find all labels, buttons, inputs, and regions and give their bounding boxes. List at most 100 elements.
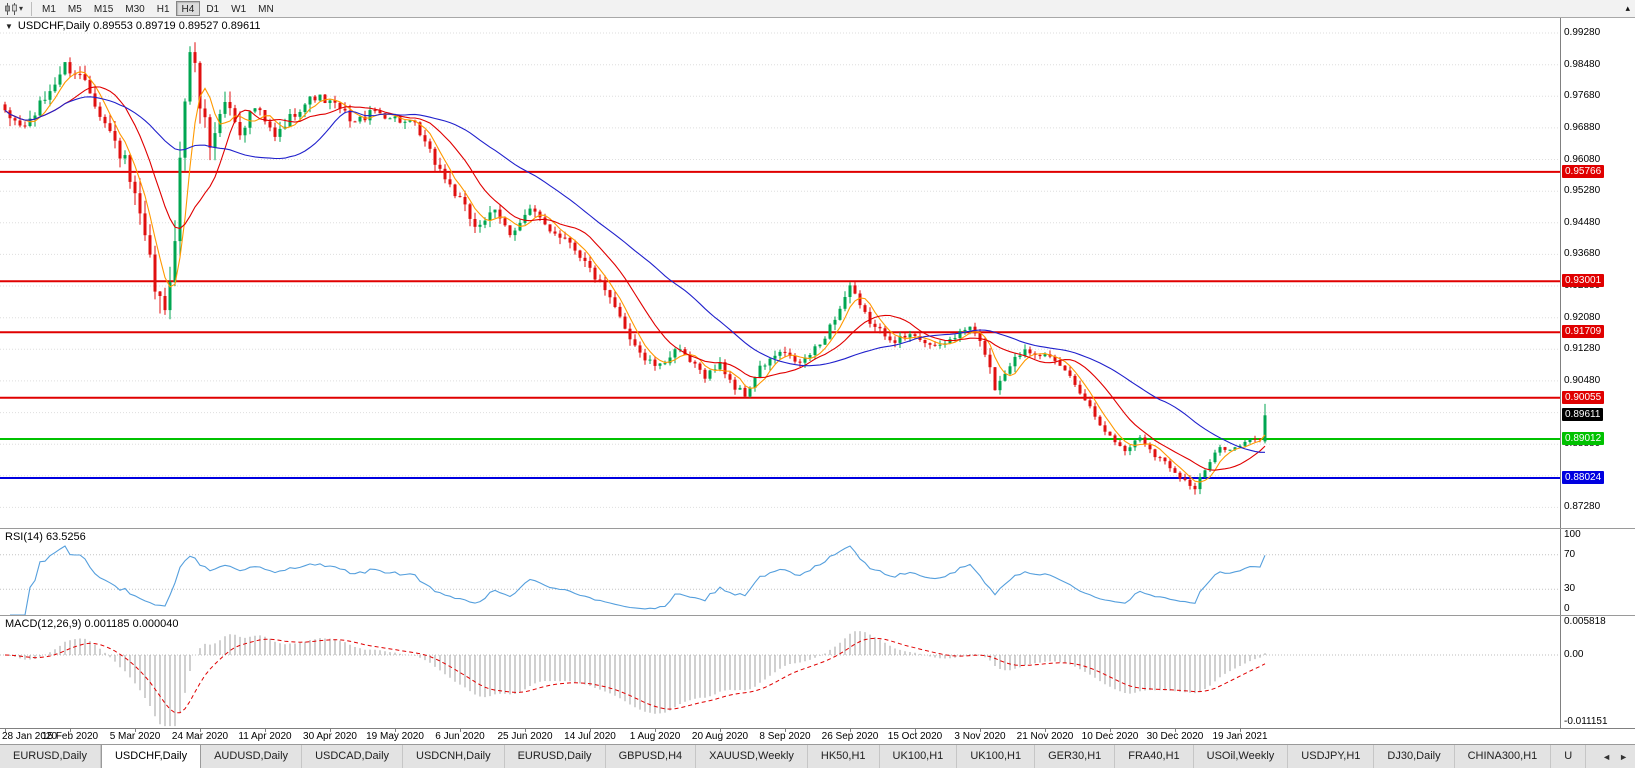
price-axis-label: 0.97680 bbox=[1564, 90, 1601, 102]
date-tick bbox=[460, 729, 461, 732]
date-axis-label: 19 Jan 2021 bbox=[1212, 731, 1268, 742]
date-tick bbox=[1240, 729, 1241, 732]
date-axis-label: 3 Nov 2020 bbox=[954, 731, 1006, 742]
timeframe-d1-button[interactable]: D1 bbox=[206, 3, 220, 15]
price-axis-label: 0.99280 bbox=[1564, 27, 1601, 39]
price-chart-canvas[interactable] bbox=[0, 18, 1560, 528]
rsi-canvas[interactable] bbox=[0, 529, 1560, 615]
macd-axis-label: -0.011151 bbox=[1564, 716, 1608, 727]
date-axis-label: 26 Sep 2020 bbox=[821, 731, 879, 742]
hline-price-badge[interactable]: 0.90055 bbox=[1562, 390, 1605, 404]
hline-price-badge[interactable]: 0.89012 bbox=[1562, 431, 1605, 445]
chart-tab-gbpusd-h4[interactable]: GBPUSD,H4 bbox=[606, 745, 697, 768]
timeframe-h1-button[interactable]: H1 bbox=[156, 3, 170, 15]
macd-axis: 0.005818 0.00 -0.011151 bbox=[1560, 616, 1635, 728]
timeframe-m5-button[interactable]: M5 bbox=[67, 3, 82, 15]
macd-label: MACD(12,26,9) 0.001185 0.000040 bbox=[5, 618, 179, 630]
chart-tab-usdjpy-h1[interactable]: USDJPY,H1 bbox=[1288, 745, 1375, 768]
rsi-label: RSI(14) 63.5256 bbox=[5, 531, 86, 543]
chart-tab-fra40-h1[interactable]: FRA40,H1 bbox=[1115, 745, 1194, 768]
date-tick bbox=[265, 729, 266, 732]
macd-axis-label: 0.005818 bbox=[1564, 616, 1606, 627]
pane-divider[interactable] bbox=[0, 528, 1635, 529]
chart-tab-uk100-h1[interactable]: UK100,H1 bbox=[880, 745, 958, 768]
tab-scroll-left-icon[interactable]: ◄ bbox=[1602, 751, 1612, 762]
date-tick bbox=[200, 729, 201, 732]
timeframe-m15-button[interactable]: M15 bbox=[93, 3, 114, 15]
timeframe-m30-button[interactable]: M30 bbox=[125, 3, 145, 15]
chart-tab-ger30-h1[interactable]: GER30,H1 bbox=[1035, 745, 1116, 768]
pane-divider[interactable] bbox=[0, 615, 1635, 616]
chart-tab-china300-h1[interactable]: CHINA300,H1 bbox=[1455, 745, 1552, 768]
date-axis-label: 30 Dec 2020 bbox=[1146, 731, 1204, 742]
price-axis-label: 0.91280 bbox=[1564, 343, 1601, 355]
date-axis-label: 28 Jan 2020 bbox=[2, 731, 58, 742]
price-axis-label: 0.96080 bbox=[1564, 153, 1601, 165]
date-axis-label: 20 Aug 2020 bbox=[691, 731, 749, 742]
chart-tab-xauusd-weekly[interactable]: XAUUSD,Weekly bbox=[696, 745, 808, 768]
price-axis-label: 0.96880 bbox=[1564, 121, 1601, 133]
price-axis-label: 0.92080 bbox=[1564, 311, 1601, 323]
date-tick bbox=[395, 729, 396, 732]
date-axis-label: 11 Apr 2020 bbox=[238, 731, 292, 742]
date-tick bbox=[850, 729, 851, 732]
timeframe-mn-button[interactable]: MN bbox=[258, 3, 274, 15]
price-axis-label: 0.93680 bbox=[1564, 248, 1601, 260]
date-tick bbox=[135, 729, 136, 732]
hline-price-badge[interactable]: 0.93001 bbox=[1562, 274, 1605, 288]
date-tick bbox=[915, 729, 916, 732]
timeframe-h4-button[interactable]: H4 bbox=[175, 0, 201, 16]
toolbar-separator bbox=[31, 1, 33, 16]
chart-type-menu[interactable]: ▾ bbox=[0, 1, 27, 17]
chart-tab-eurusd-daily[interactable]: EURUSD,Daily bbox=[505, 745, 606, 768]
rsi-axis-label: 0 bbox=[1564, 603, 1570, 614]
chart-tab-hk50-h1[interactable]: HK50,H1 bbox=[808, 745, 880, 768]
timeframe-toolbar: ▾ M1 M5 M15 M30 H1 H4 D1 W1 MN ▴ bbox=[0, 0, 1635, 18]
chart-tab-dj30-daily[interactable]: DJ30,Daily bbox=[1374, 745, 1455, 768]
toolbar-scroll-up-icon[interactable]: ▴ bbox=[1625, 3, 1630, 13]
chart-tab-usdcad-daily[interactable]: USDCAD,Daily bbox=[302, 745, 404, 768]
date-axis-label: 24 Mar 2020 bbox=[171, 731, 229, 742]
macd-pane[interactable]: 0.005818 0.00 -0.011151 MACD(12,26,9) 0.00… bbox=[0, 616, 1635, 728]
date-axis[interactable]: 28 Jan 2020 15 Feb 2020 5 Mar 2020 24 Mar 2… bbox=[0, 728, 1635, 744]
chart-tab-audusd-daily[interactable]: AUDUSD,Daily bbox=[201, 745, 303, 768]
date-axis-label: 1 Aug 2020 bbox=[629, 731, 681, 742]
date-tick bbox=[525, 729, 526, 732]
date-axis-label: 30 Apr 2020 bbox=[303, 731, 357, 742]
timeframe-buttons: M1 M5 M15 M30 H1 H4 D1 W1 MN bbox=[36, 0, 280, 17]
chart-title: ▼ USDCHF,Daily 0.89553 0.89719 0.89527 0… bbox=[5, 20, 261, 32]
date-tick bbox=[980, 729, 981, 732]
hline-price-badge[interactable]: 0.88024 bbox=[1562, 471, 1605, 485]
price-axis-label: 0.87280 bbox=[1564, 501, 1601, 513]
chart-tab-usdcnh-daily[interactable]: USDCNH,Daily bbox=[403, 745, 505, 768]
chart-tab-eurusd-daily[interactable]: EURUSD,Daily bbox=[0, 745, 101, 768]
macd-canvas[interactable] bbox=[0, 616, 1560, 728]
date-axis-label: 21 Nov 2020 bbox=[1016, 731, 1074, 742]
date-tick bbox=[655, 729, 656, 732]
chart-tab-u[interactable]: U bbox=[1551, 745, 1587, 768]
tab-scroll-right-icon[interactable]: ► bbox=[1619, 751, 1628, 762]
hline-price-badge[interactable]: 0.91709 bbox=[1562, 325, 1605, 339]
rsi-pane[interactable]: 100 70 30 0 RSI(14) 63.5256 bbox=[0, 529, 1635, 615]
timeframe-m1-button[interactable]: M1 bbox=[42, 3, 56, 15]
date-tick bbox=[330, 729, 331, 732]
hline-price-badge[interactable]: 0.95766 bbox=[1562, 164, 1605, 178]
date-tick bbox=[590, 729, 591, 732]
rsi-axis-label: 30 bbox=[1564, 583, 1576, 595]
chart-tabbar: EURUSD,Daily USDCHF,Daily AUDUSD,Daily USDC… bbox=[0, 744, 1635, 768]
chart-tab-usdchf-daily[interactable]: USDCHF,Daily bbox=[100, 744, 202, 768]
chart-tab-uk100-h1[interactable]: UK100,H1 bbox=[957, 745, 1036, 768]
rsi-axis-label: 70 bbox=[1564, 548, 1576, 560]
price-chart-pane[interactable]: 0.99280 0.98480 0.97680 0.96880 0.96080 0.952… bbox=[0, 18, 1635, 528]
timeframe-w1-button[interactable]: W1 bbox=[231, 3, 247, 15]
date-tick bbox=[1110, 729, 1111, 732]
price-axis-label: 0.94480 bbox=[1564, 216, 1601, 228]
chart-tab-usoil-weekly[interactable]: USOil,Weekly bbox=[1194, 745, 1289, 768]
collapse-arrow-icon[interactable]: ▼ bbox=[5, 21, 13, 31]
date-tick bbox=[70, 729, 71, 732]
date-axis-label: 6 Jun 2020 bbox=[435, 731, 485, 742]
date-tick bbox=[720, 729, 721, 732]
date-axis-label: 8 Sep 2020 bbox=[759, 731, 811, 742]
price-axis[interactable]: 0.99280 0.98480 0.97680 0.96880 0.96080 0.952… bbox=[1560, 18, 1635, 528]
